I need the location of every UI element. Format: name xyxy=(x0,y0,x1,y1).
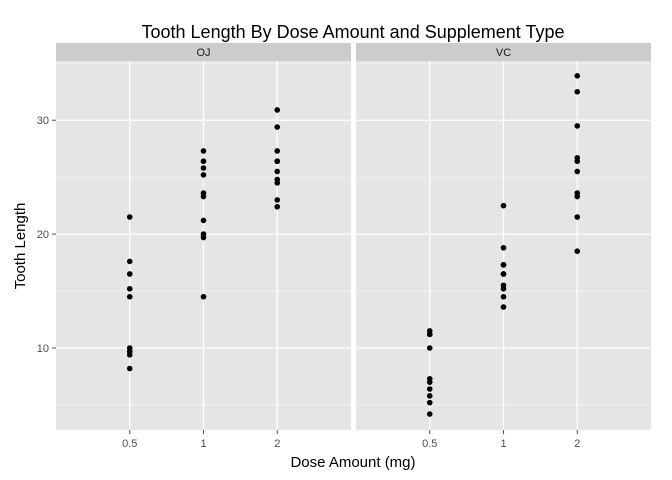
data-point xyxy=(274,203,281,210)
data-point xyxy=(200,217,207,224)
facet-strip-label: VC xyxy=(496,47,511,59)
data-point xyxy=(274,107,281,113)
data-point xyxy=(126,293,133,300)
data-point xyxy=(574,155,581,161)
data-point xyxy=(126,271,133,277)
data-point xyxy=(200,231,207,237)
data-point xyxy=(426,399,433,406)
y-tick-label: 30 xyxy=(37,115,49,127)
data-point xyxy=(200,293,207,300)
data-point xyxy=(274,124,281,130)
data-point xyxy=(500,282,507,289)
facet-strip-label: OJ xyxy=(196,47,210,59)
data-point xyxy=(200,165,207,171)
data-point xyxy=(574,248,581,254)
data-point xyxy=(274,197,281,203)
data-point xyxy=(126,365,133,372)
data-point xyxy=(274,158,281,165)
facet-strip xyxy=(356,43,651,61)
facet-panel-vc: VC 0.5 1 2 xyxy=(356,43,651,450)
data-point xyxy=(200,148,207,154)
data-point xyxy=(500,304,507,310)
data-point xyxy=(126,348,133,355)
data-point xyxy=(426,411,433,417)
data-point xyxy=(426,331,433,338)
data-point xyxy=(574,73,581,79)
data-point xyxy=(500,202,507,209)
data-point xyxy=(200,190,207,196)
x-tick-label: 1 xyxy=(500,438,506,450)
y-tick-label: 10 xyxy=(37,343,49,355)
data-point xyxy=(126,214,133,220)
data-point xyxy=(274,176,281,183)
data-point xyxy=(200,158,207,165)
x-tick-label: 1 xyxy=(200,438,206,450)
x-tick-label: 2 xyxy=(574,438,580,450)
x-tick-label: 0.5 xyxy=(422,438,437,450)
y-tick-label: 20 xyxy=(37,229,49,241)
x-axis-title: Dose Amount (mg) xyxy=(290,454,415,471)
data-point xyxy=(500,244,507,251)
data-point xyxy=(574,214,581,220)
data-point xyxy=(426,379,433,385)
data-point xyxy=(126,258,133,265)
data-point xyxy=(574,88,581,95)
x-tick-label: 2 xyxy=(274,438,280,450)
data-point xyxy=(426,386,433,392)
facet-strip xyxy=(56,43,351,61)
data-point xyxy=(126,285,133,292)
y-axis-title: Tooth Length xyxy=(12,203,29,290)
data-point xyxy=(426,345,433,351)
x-tick-label: 0.5 xyxy=(122,438,137,450)
data-point xyxy=(500,262,507,268)
data-point xyxy=(500,293,507,300)
data-point xyxy=(426,393,433,399)
facet-panels: OJ 0.5 1 2 VC 0.5 1 2 10 20 30 xyxy=(37,43,651,450)
data-point xyxy=(574,123,581,129)
data-point xyxy=(574,168,581,175)
data-point xyxy=(574,193,581,200)
data-point xyxy=(274,168,281,175)
facet-panel-oj: OJ 0.5 1 2 xyxy=(56,43,351,450)
data-point xyxy=(274,148,281,154)
chart-title: Tooth Length By Dose Amount and Suppleme… xyxy=(142,22,565,42)
data-point xyxy=(500,271,507,277)
data-point xyxy=(200,172,207,178)
